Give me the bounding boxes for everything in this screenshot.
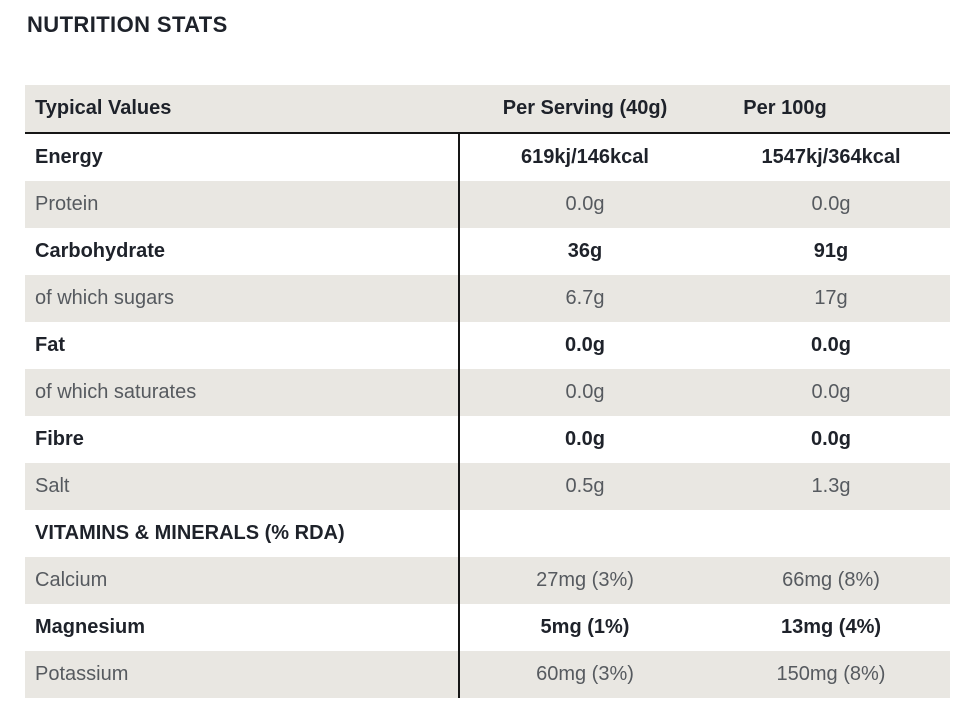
table-row: Salt 0.5g 1.3g (25, 463, 950, 510)
column-divider-line (458, 134, 460, 698)
table-row: Protein 0.0g 0.0g (25, 181, 950, 228)
row-label: Protein (35, 193, 99, 215)
row-label: VITAMINS & MINERALS (% RDA) (35, 522, 345, 544)
row-value-per-100g: 66mg (8%) (782, 569, 880, 591)
row-value-per-serving: 619kj/146kcal (521, 146, 649, 168)
row-value-per-serving: 6.7g (565, 287, 605, 309)
table-body: Energy 619kj/146kcal 1547kj/364kcal Prot… (25, 134, 950, 698)
row-value-per-100g: 1547kj/364kcal (761, 146, 901, 168)
row-value-per-100g: 0.0g (810, 428, 852, 450)
row-value-per-100g: 13mg (4%) (780, 616, 882, 638)
table-row: VITAMINS & MINERALS (% RDA) (25, 510, 950, 557)
row-value-per-serving: 27mg (3%) (536, 569, 634, 591)
header-per-serving: Per Serving (40g) (502, 97, 668, 119)
row-label: of which sugars (35, 287, 174, 309)
table-row: of which saturates 0.0g 0.0g (25, 369, 950, 416)
row-value-per-100g: 150mg (8%) (776, 663, 886, 685)
row-label: Calcium (35, 569, 108, 591)
table-row: of which sugars 6.7g 17g (25, 275, 950, 322)
table-row: Energy 619kj/146kcal 1547kj/364kcal (25, 134, 950, 181)
row-value-per-serving: 0.5g (565, 475, 605, 497)
row-value-per-serving: 0.0g (565, 193, 605, 215)
row-value-per-100g: 91g (813, 240, 849, 262)
row-value-per-serving: 0.0g (564, 334, 606, 356)
row-value-per-serving: 60mg (3%) (536, 663, 634, 685)
table-row: Fibre 0.0g 0.0g (25, 416, 950, 463)
row-label: Salt (35, 475, 70, 497)
table-row: Calcium 27mg (3%) 66mg (8%) (25, 557, 950, 604)
row-value-per-100g: 0.0g (811, 381, 851, 403)
row-label: Carbohydrate (35, 240, 166, 262)
row-label: Magnesium (35, 616, 146, 638)
page-title: NUTRITION STATS (27, 12, 228, 37)
nutrition-table: Typical Values Per Serving (40g) Per 100… (25, 85, 950, 698)
row-value-per-serving: 0.0g (564, 428, 606, 450)
row-label: Fat (35, 334, 65, 356)
table-row: Magnesium 5mg (1%) 13mg (4%) (25, 604, 950, 651)
row-value-per-serving: 5mg (1%) (540, 616, 630, 638)
table-row: Potassium 60mg (3%) 150mg (8%) (25, 651, 950, 698)
table-row: Fat 0.0g 0.0g (25, 322, 950, 369)
header-typical-values: Typical Values (35, 97, 172, 119)
row-label: of which saturates (35, 381, 197, 403)
row-value-per-serving: 36g (567, 240, 603, 262)
row-value-per-100g: 0.0g (810, 334, 852, 356)
row-value-per-100g: 17g (814, 287, 848, 309)
row-value-per-100g: 0.0g (811, 193, 851, 215)
row-label: Energy (35, 146, 103, 168)
row-value-per-serving: 0.0g (565, 381, 605, 403)
row-label: Fibre (35, 428, 84, 450)
table-header-row: Typical Values Per Serving (40g) Per 100… (25, 85, 950, 134)
table-row: Carbohydrate 36g 91g (25, 228, 950, 275)
row-label: Potassium (35, 663, 129, 685)
row-value-per-100g: 1.3g (811, 475, 851, 497)
header-per-100g: Per 100g (743, 97, 827, 119)
